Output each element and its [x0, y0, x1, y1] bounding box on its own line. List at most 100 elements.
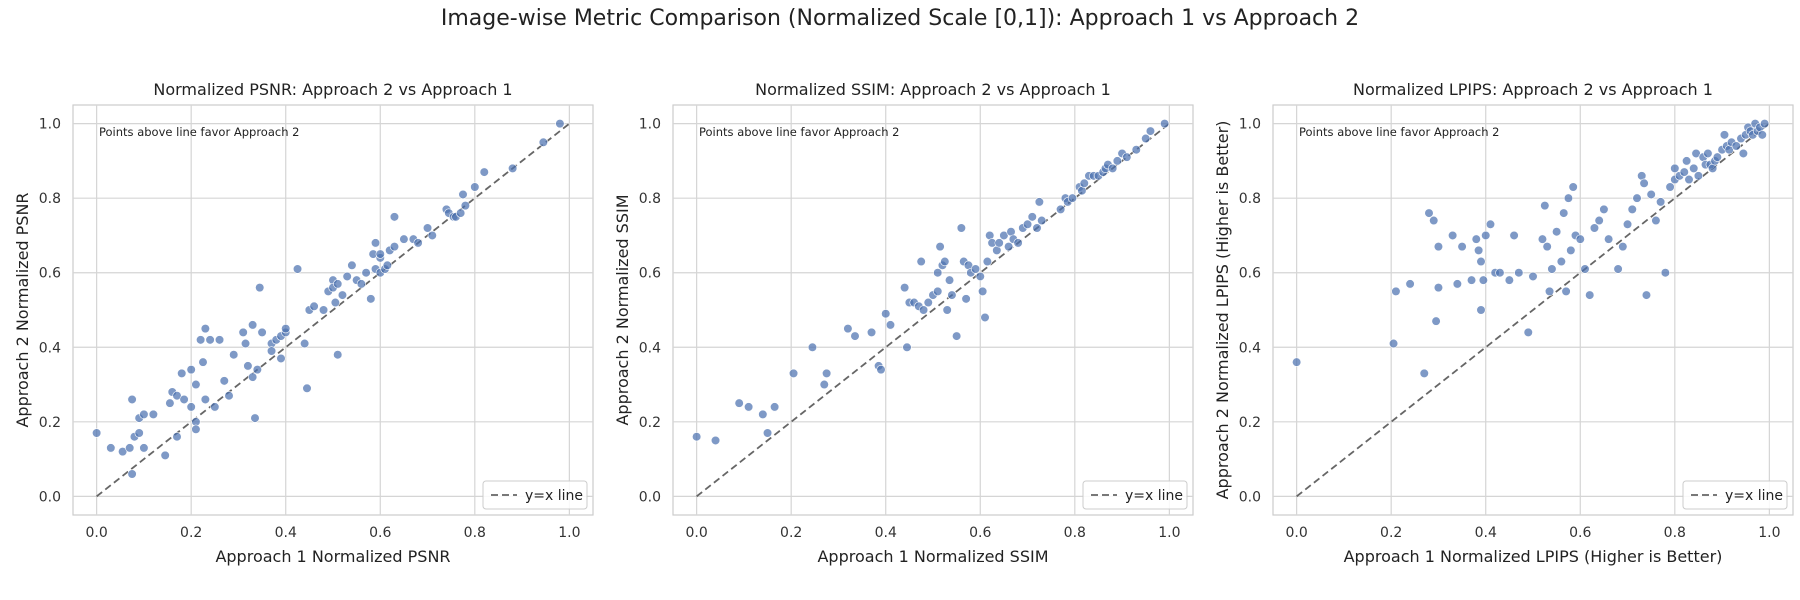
scatter-point: [460, 201, 470, 211]
scatter-point: [342, 271, 352, 282]
scatter-point: [238, 327, 248, 337]
scatter-point: [1552, 227, 1562, 237]
scatter-point: [1433, 242, 1444, 252]
scatter-point: [1471, 234, 1481, 244]
scatter-point: [1712, 152, 1722, 162]
scatter-point: [1703, 148, 1713, 159]
scatter-point: [148, 409, 158, 419]
scatter-point: [479, 167, 489, 177]
scatter-point: [330, 297, 340, 308]
scatter-point: [456, 208, 466, 218]
scatter-point: [866, 327, 877, 337]
x-tick-label: 0.6: [369, 525, 391, 541]
scatter-point: [210, 402, 220, 412]
scatter-point: [940, 256, 950, 267]
scatter-point: [198, 357, 208, 367]
x-tick-label: 0.8: [1664, 525, 1686, 541]
scatter-point: [770, 402, 780, 412]
scatter-point: [1646, 189, 1656, 200]
scatter-point: [1037, 215, 1047, 226]
x-tick-label: 0.6: [1569, 525, 1591, 541]
scatter-point: [1693, 171, 1704, 181]
scatter-point: [1448, 230, 1458, 241]
y-tick-label: 0.4: [39, 340, 61, 356]
y-tick-label: 0.6: [39, 266, 61, 282]
scatter-point: [422, 223, 433, 233]
y-axis-label: Approach 2 Normalized SSIM: [613, 194, 632, 425]
scatter-point: [933, 286, 943, 296]
scatter-point: [734, 398, 744, 408]
scatter-point: [292, 264, 303, 274]
scatter-point: [205, 335, 215, 345]
scatter-point: [200, 394, 210, 405]
scatter-point: [1613, 264, 1623, 274]
scatter-point: [214, 335, 225, 345]
scatter-point: [1514, 268, 1524, 278]
scatter-point: [1528, 271, 1538, 282]
scatter-point: [807, 342, 818, 352]
scatter-point: [555, 119, 565, 129]
scatter-point: [186, 402, 196, 412]
scatter-point: [1504, 275, 1514, 285]
y-tick-label: 0.6: [639, 266, 661, 282]
scatter-point: [1580, 264, 1590, 274]
scatter-point: [876, 365, 886, 375]
scatter-point: [196, 335, 206, 345]
scatter-point: [1079, 178, 1089, 188]
scatter-point: [186, 365, 196, 375]
scatter-point: [257, 327, 267, 337]
legend: y=x line: [1082, 480, 1188, 510]
scatter-point: [1405, 279, 1415, 289]
grid: [1273, 105, 1793, 515]
scatter-point: [1452, 279, 1462, 289]
scatter-point: [458, 189, 468, 200]
scatter-point: [427, 230, 437, 241]
scatter-point: [1670, 163, 1680, 173]
x-tick-label: 0.6: [969, 525, 991, 541]
scatter-point: [1141, 133, 1151, 144]
scatter-point: [1466, 275, 1477, 285]
scatter-point: [375, 249, 385, 259]
scatter-point: [947, 290, 957, 300]
scatter-points: [692, 119, 1170, 446]
y-tick-label: 0.0: [1239, 489, 1261, 505]
y-tick-label: 0.8: [1239, 191, 1261, 207]
scatter-point: [337, 290, 348, 300]
y-tick-label: 0.8: [639, 191, 661, 207]
scatter-point: [1034, 197, 1044, 207]
scatter-point: [1391, 286, 1401, 296]
scatter-point: [975, 271, 985, 282]
annotation-text: Points above line favor Approach 2: [1299, 125, 1499, 139]
scatter-point: [1131, 145, 1141, 155]
reference-line-y-equals-x: [1296, 122, 1770, 498]
scatter-point: [956, 223, 966, 233]
scatter-point: [347, 260, 357, 270]
scatter-point: [1544, 286, 1555, 296]
scatter-point: [1599, 204, 1609, 214]
scatter-point: [356, 279, 366, 289]
y-tick-label: 0.0: [39, 489, 61, 505]
legend: y=x line: [482, 480, 588, 510]
y-tick-label: 0.4: [1239, 340, 1261, 356]
scatter-point: [1004, 242, 1014, 252]
annotation-text: Points above line favor Approach 2: [699, 125, 899, 139]
scatter-point: [744, 402, 754, 412]
scatter-point: [1559, 208, 1569, 218]
legend-label: y=x line: [1725, 488, 1783, 504]
y-tick-label: 0.6: [1239, 266, 1261, 282]
scatter-point: [302, 383, 312, 393]
scatter-point: [999, 230, 1009, 241]
x-tick-label: 0.4: [875, 525, 897, 541]
scatter-point: [923, 297, 933, 308]
scatter-point: [399, 234, 409, 244]
legend-label: y=x line: [525, 488, 583, 504]
scatter-point: [252, 365, 262, 375]
annotation-text: Points above line favor Approach 2: [99, 125, 299, 139]
scatter-point: [165, 398, 175, 408]
scatter-point: [1027, 212, 1037, 222]
scatter-point: [1639, 178, 1649, 188]
scatter-point: [266, 346, 277, 356]
scatter-point: [1738, 148, 1748, 159]
scatter-point: [333, 279, 343, 289]
scatter-point: [978, 286, 988, 296]
